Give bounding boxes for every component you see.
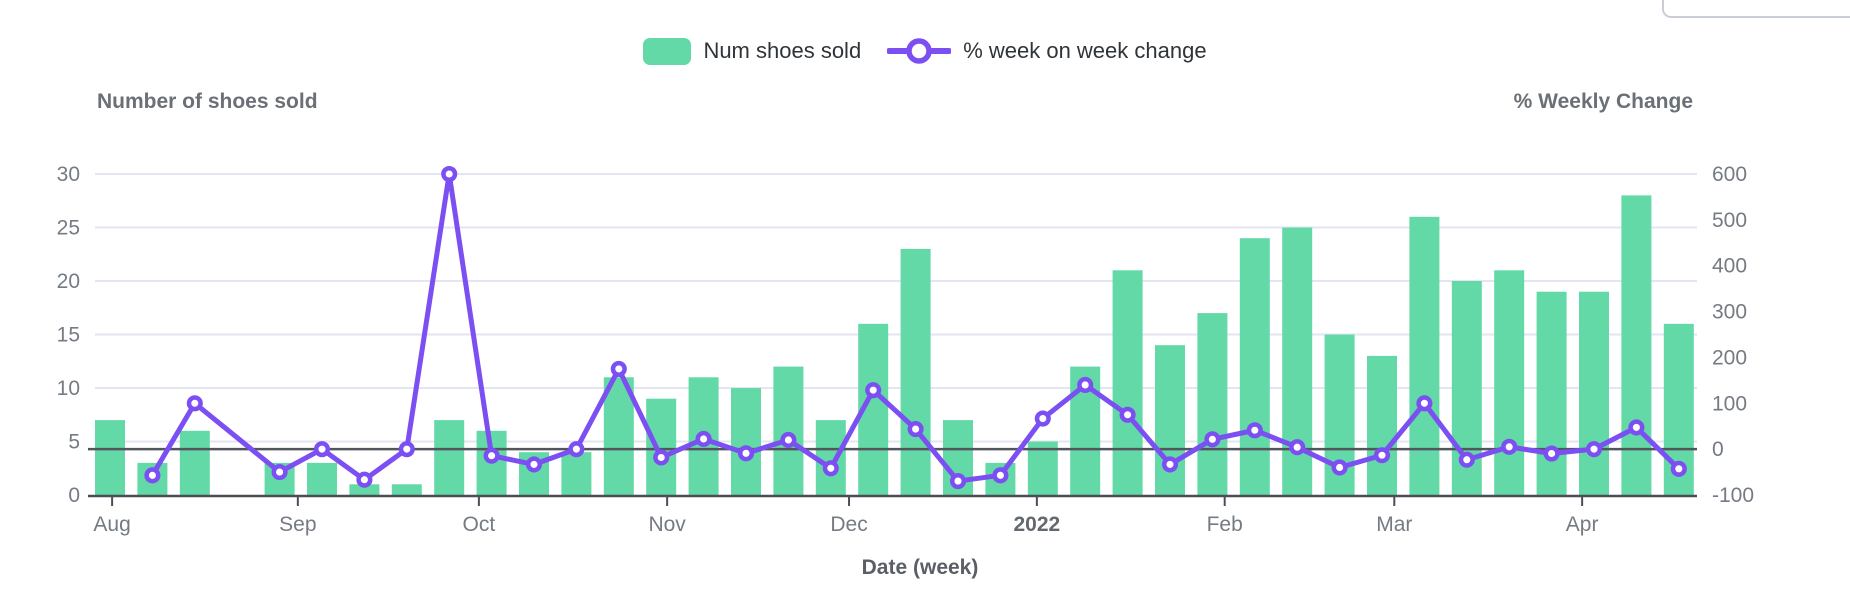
bar-week-12[interactable]	[603, 377, 634, 495]
line-point-week-34[interactable]	[1543, 445, 1560, 462]
bar-week-22[interactable]	[1027, 441, 1058, 496]
bar-week-6[interactable]	[349, 484, 380, 495]
x-axis-tick-label: Apr	[1566, 513, 1599, 536]
line-point-week-2[interactable]	[186, 395, 203, 412]
x-axis-tick-label: Dec	[830, 513, 867, 536]
bar-week-31[interactable]	[1409, 216, 1440, 496]
bar-week-27[interactable]	[1239, 238, 1270, 495]
left-axis-tick-label: 5	[68, 431, 80, 454]
line-point-week-37[interactable]	[1670, 460, 1687, 477]
line-point-week-35[interactable]	[1585, 441, 1603, 458]
x-axis-tick-label: Mar	[1376, 513, 1412, 536]
bar-week-7[interactable]	[391, 484, 422, 495]
line-point-week-12[interactable]	[610, 360, 627, 377]
bar-week-17[interactable]	[815, 420, 846, 495]
bar-series-swatch	[643, 37, 692, 65]
line-point-week-32[interactable]	[1458, 451, 1475, 468]
line-point-week-28[interactable]	[1289, 439, 1306, 456]
line-point-week-11[interactable]	[568, 441, 585, 458]
x-axis-tick-label: Sep	[279, 513, 316, 536]
line-point-week-33[interactable]	[1501, 438, 1518, 455]
right-axis-tick-label: -100	[1712, 484, 1754, 507]
bar-week-8[interactable]	[434, 420, 465, 495]
left-axis-tick-label: 10	[57, 377, 80, 400]
bar-week-15[interactable]	[731, 388, 761, 495]
line-point-week-15[interactable]	[737, 445, 755, 462]
percent-change-line	[149, 171, 1682, 484]
line-point-week-10[interactable]	[525, 456, 543, 473]
bar-week-13[interactable]	[646, 398, 677, 495]
line-point-week-29[interactable]	[1331, 459, 1348, 476]
line-point-week-21[interactable]	[992, 467, 1009, 484]
line-point-week-8[interactable]	[441, 165, 458, 183]
top-right-panel-fragment[interactable]	[1662, 0, 1850, 18]
line-point-week-25[interactable]	[1161, 456, 1179, 473]
x-axis-tick-label: Feb	[1207, 513, 1243, 536]
legend-item-line[interactable]: % week on week change	[887, 36, 1207, 66]
line-point-week-1[interactable]	[144, 467, 161, 484]
bar-week-24[interactable]	[1112, 270, 1143, 495]
left-axis-title: Number of shoes sold	[97, 90, 318, 113]
line-point-week-24[interactable]	[1119, 406, 1136, 423]
right-axis-tick-label: 0	[1712, 438, 1724, 461]
line-point-week-9[interactable]	[483, 447, 500, 464]
right-axis-tick-label: 500	[1712, 209, 1747, 232]
bar-week-35[interactable]	[1579, 291, 1609, 495]
legend-item-bars[interactable]: Num shoes sold	[643, 37, 862, 65]
x-axis-title: Date (week)	[861, 556, 979, 579]
x-axis-tick-label: 2022	[1014, 513, 1061, 536]
left-axis-tick-label: 15	[57, 324, 80, 347]
right-axis-tick-label: 100	[1712, 392, 1747, 415]
left-axis-tick-label: 30	[57, 163, 80, 186]
bar-week-19[interactable]	[900, 248, 931, 495]
line-point-week-5[interactable]	[313, 441, 331, 458]
left-axis-tick-label: 25	[57, 217, 80, 240]
right-axis-tick-label: 400	[1712, 255, 1747, 278]
right-axis-tick-label: 200	[1712, 346, 1747, 369]
bar-week-26[interactable]	[1197, 313, 1228, 495]
line-point-week-4[interactable]	[271, 464, 288, 481]
line-series-marker-icon	[887, 36, 952, 66]
right-axis-title: % Weekly Change	[1513, 90, 1693, 113]
line-point-week-36[interactable]	[1628, 419, 1645, 436]
line-point-week-30[interactable]	[1373, 447, 1391, 464]
x-axis-tick-label: Aug	[93, 513, 130, 536]
line-point-week-22[interactable]	[1034, 410, 1051, 427]
bar-week-36[interactable]	[1621, 195, 1652, 495]
bar-week-11[interactable]	[561, 452, 592, 495]
line-point-week-27[interactable]	[1246, 422, 1263, 439]
right-axis-tick-label: 300	[1712, 301, 1747, 324]
bar-week-25[interactable]	[1155, 345, 1185, 495]
line-point-week-17[interactable]	[822, 460, 839, 477]
line-point-week-14[interactable]	[695, 430, 712, 448]
line-point-week-18[interactable]	[865, 382, 882, 399]
line-point-week-7[interactable]	[398, 441, 415, 458]
bar-week-16[interactable]	[773, 366, 804, 495]
left-axis-tick-label: 0	[68, 484, 80, 507]
line-point-week-6[interactable]	[356, 471, 373, 488]
x-axis-tick-label: Oct	[463, 513, 496, 536]
legend-label-line: % week on week change	[963, 38, 1207, 63]
legend-label-bars: Num shoes sold	[703, 38, 862, 63]
left-axis-tick-label: 20	[57, 270, 80, 293]
x-axis-tick-label: Nov	[648, 513, 686, 536]
bar-week-33[interactable]	[1494, 270, 1525, 495]
line-point-week-13[interactable]	[653, 449, 670, 466]
bar-week-30[interactable]	[1367, 355, 1397, 495]
bar-week-2[interactable]	[179, 430, 210, 495]
line-point-week-19[interactable]	[907, 421, 924, 438]
line-point-week-31[interactable]	[1416, 395, 1433, 412]
line-point-week-26[interactable]	[1204, 431, 1221, 448]
line-point-week-20[interactable]	[949, 473, 967, 490]
line-point-week-23[interactable]	[1077, 376, 1094, 393]
bar-week-34[interactable]	[1536, 291, 1567, 495]
right-axis-tick-label: 600	[1712, 163, 1747, 186]
bar-week-5[interactable]	[307, 462, 337, 495]
chart-legend: Num shoes sold % week on week change	[0, 36, 1850, 66]
line-point-week-16[interactable]	[780, 431, 797, 449]
bar-week-0[interactable]	[95, 420, 125, 495]
